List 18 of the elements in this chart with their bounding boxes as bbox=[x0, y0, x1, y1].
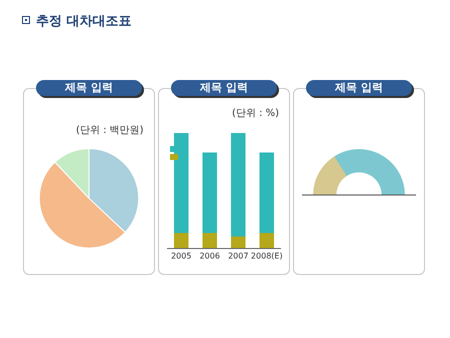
chart-title: 제목 입력 bbox=[306, 80, 412, 96]
x-tick-label: 2008(E) bbox=[250, 252, 283, 261]
bar bbox=[260, 233, 274, 248]
x-tick-label: 2007 bbox=[228, 252, 248, 261]
bar bbox=[202, 152, 217, 234]
bar bbox=[260, 152, 274, 234]
chart-title: 제목 입력 bbox=[171, 80, 277, 96]
x-tick-label: 2006 bbox=[200, 252, 220, 261]
x-tick-label: 2005 bbox=[171, 252, 192, 261]
bar bbox=[231, 133, 246, 236]
chart-title: 제목 입력 bbox=[36, 80, 142, 96]
bar bbox=[174, 133, 188, 234]
bar bbox=[202, 233, 217, 248]
text: 추정 대차대조표 bbox=[36, 13, 132, 30]
text: (단위 : %) bbox=[232, 108, 280, 119]
bar bbox=[174, 233, 188, 248]
text: (단위 : 백만원) bbox=[76, 125, 144, 136]
bar bbox=[231, 236, 246, 248]
